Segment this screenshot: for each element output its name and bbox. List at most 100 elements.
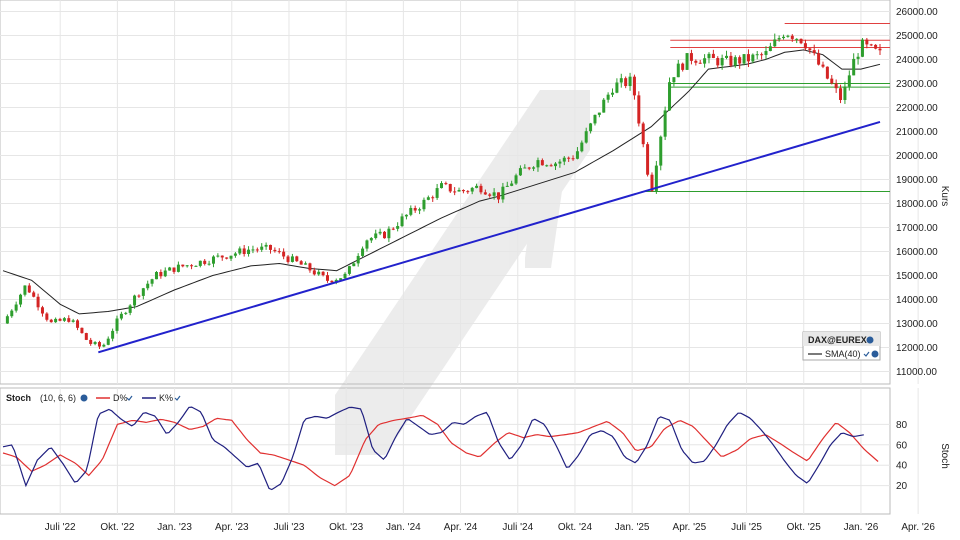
- k-check-icon[interactable]: [174, 395, 181, 401]
- trendline: [98, 120, 881, 354]
- candle-body: [154, 271, 158, 280]
- candle-body: [514, 175, 518, 184]
- candle-body: [435, 188, 439, 198]
- stoch-series-k: [2, 406, 864, 491]
- candle-body: [203, 260, 207, 264]
- candle-body: [220, 255, 224, 258]
- time-tick-label: Okt. '24: [558, 522, 593, 533]
- candle-body: [89, 339, 93, 344]
- candle-body: [347, 266, 351, 274]
- d-check-icon[interactable]: [126, 395, 133, 401]
- candle-body: [374, 233, 378, 239]
- candle-body: [865, 39, 869, 45]
- candle-body: [611, 92, 615, 95]
- price-axis-label: Kurs: [939, 186, 950, 207]
- candle-body: [111, 330, 115, 339]
- candle-body: [615, 82, 619, 93]
- candle-body: [668, 82, 672, 111]
- candle-body: [115, 318, 119, 331]
- candle-body: [343, 273, 347, 279]
- candle-body: [76, 320, 80, 328]
- candle-body: [580, 142, 584, 152]
- price-tick-label: 15000.00: [896, 271, 938, 282]
- candle-body: [141, 288, 145, 296]
- stoch-info-icon[interactable]: [80, 394, 88, 402]
- price-tick-label: 22000.00: [896, 103, 938, 114]
- price-tick-label: 21000.00: [896, 127, 938, 138]
- instrument-info-icon[interactable]: [866, 336, 874, 344]
- candle-body: [689, 53, 693, 61]
- time-tick-label: Apr. '26: [901, 522, 935, 533]
- candle-body: [843, 86, 847, 101]
- candle-body: [387, 228, 391, 239]
- candle-body: [128, 305, 132, 313]
- candle-body: [497, 192, 501, 200]
- candle-body: [492, 192, 496, 196]
- candle-body: [711, 53, 715, 59]
- candle-body: [71, 320, 75, 322]
- stoch-tick-label: 80: [896, 420, 908, 431]
- candle-body: [308, 263, 312, 271]
- candle-body: [602, 99, 606, 113]
- candle-body: [707, 53, 711, 59]
- candle-body: [795, 38, 799, 40]
- sma-line: [2, 49, 881, 315]
- candle-body: [523, 167, 527, 169]
- candle-body: [361, 248, 365, 256]
- price-tick-label: 18000.00: [896, 199, 938, 210]
- sma-path: [2, 49, 881, 315]
- candle-body: [694, 60, 698, 63]
- candle-body: [299, 261, 303, 265]
- stoch-tick-label: 60: [896, 440, 908, 451]
- candle-body: [93, 342, 97, 344]
- candle-body: [760, 54, 764, 56]
- candle-body: [49, 319, 53, 323]
- candle-body: [290, 256, 294, 262]
- stoch-axis-label: Stoch: [939, 443, 950, 469]
- candle-body: [558, 161, 562, 164]
- time-tick-label: Juli '25: [731, 522, 762, 533]
- stoch-panel: [0, 387, 891, 515]
- candle-body: [847, 75, 851, 87]
- candle-body: [501, 186, 505, 200]
- stoch-legend: Stoch (10, 6, 6) D% K%: [6, 393, 181, 403]
- legend-instrument: DAX@EUREX: [808, 335, 867, 345]
- candle-body: [190, 265, 194, 267]
- candle-body: [817, 53, 821, 65]
- candle-body: [852, 58, 856, 76]
- candle-body: [339, 278, 343, 280]
- candle-body: [273, 249, 277, 252]
- candle-body: [545, 165, 549, 167]
- candle-body: [457, 189, 461, 192]
- candle-body: [646, 144, 650, 175]
- candle-body: [593, 114, 597, 124]
- candle-body: [725, 55, 729, 58]
- sma-info-icon[interactable]: [871, 350, 879, 358]
- candle-body: [119, 313, 123, 319]
- watermark-logo: [335, 90, 590, 455]
- candle-body: [286, 256, 290, 262]
- time-tick-label: Jan. '24: [386, 522, 421, 533]
- candle-body: [663, 110, 667, 137]
- candle-body: [400, 216, 404, 227]
- stoch-grid: [0, 388, 919, 514]
- candle-body: [540, 160, 544, 166]
- candle-body: [768, 46, 772, 52]
- candle-body: [803, 43, 807, 49]
- candle-body: [773, 39, 777, 47]
- stoch-lines: [2, 406, 879, 491]
- candle-body: [163, 270, 167, 277]
- candle-body: [317, 271, 321, 275]
- price-tick-label: 19000.00: [896, 175, 938, 186]
- time-axis: Juli '22 Okt. '22 Jan. '23 Apr. '23 Juli '23…: [45, 522, 936, 533]
- time-tick-label: Jan. '23: [157, 522, 192, 533]
- candle-body: [330, 280, 334, 283]
- sma-check-icon[interactable]: [863, 351, 870, 357]
- candle-body: [282, 251, 286, 257]
- candle-body: [589, 123, 593, 132]
- price-legend: DAX@EUREX SMA(40): [802, 331, 881, 361]
- candle-body: [698, 62, 702, 64]
- candle-body: [790, 35, 794, 39]
- price-tick-label: 12000.00: [896, 343, 938, 354]
